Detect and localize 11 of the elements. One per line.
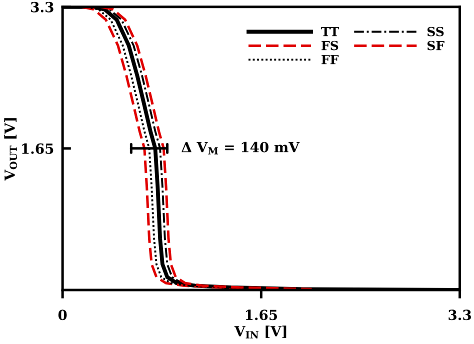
x-axis-title: V$_{IN}$ [V] [234,326,286,338]
x-tick-label: 0 [58,310,67,320]
legend-label: SS [427,26,444,36]
legend-label: FS [322,40,338,50]
x-tick-label: 1.65 [246,310,278,320]
y-axis-title: V$_{OUT}$ [V] [4,118,18,181]
legend-label: TT [321,27,340,36]
annotation: Δ V$_{M}$ = 140 mV [182,142,300,154]
legend-label: SF [427,40,444,50]
x-tick-label: 3.3 [448,310,471,320]
legend-label: FF [322,54,339,64]
